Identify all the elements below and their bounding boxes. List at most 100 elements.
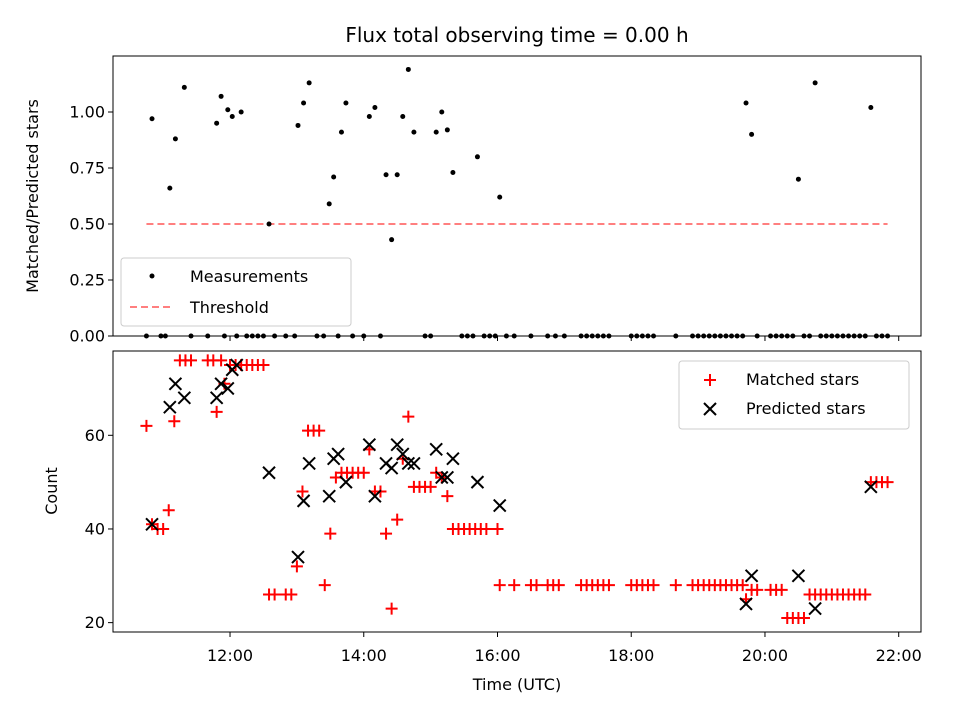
legend-predicted-label: Predicted stars: [746, 399, 866, 418]
measurement-point: [474, 154, 480, 160]
top-y-tick-label: 0.50: [69, 215, 105, 234]
predicted-star-point: [362, 437, 377, 452]
measurement-point: [389, 237, 395, 243]
matched-star-point: [881, 476, 894, 489]
measurement-point: [795, 176, 801, 182]
predicted-star-point: [168, 377, 183, 391]
bottom-y-ticks: 20 40 60: [85, 426, 113, 632]
predicted-star-point: [177, 391, 192, 405]
matched-star-point: [215, 354, 228, 367]
measurement-point: [868, 105, 874, 111]
measurement-point: [238, 109, 244, 115]
matched-star-point: [324, 527, 337, 540]
measurement-point: [301, 100, 307, 106]
predicted-star-point: [163, 400, 177, 414]
bottom-x-axis-label: Time (UTC): [472, 675, 561, 694]
measurement-point: [497, 194, 503, 200]
predicted-star-point: [390, 437, 404, 452]
predicted-star-point: [446, 452, 460, 466]
measurement-point: [450, 169, 456, 175]
measurement-point: [338, 129, 344, 135]
legend-threshold-label: Threshold: [189, 298, 269, 317]
matched-star-point: [157, 522, 170, 535]
matched-star-point: [285, 588, 298, 601]
top-plot-area: [143, 66, 891, 339]
matched-star-point: [424, 480, 437, 493]
predicted-star-point: [470, 475, 485, 489]
matched-star-point: [385, 602, 398, 615]
matched-star-point: [185, 354, 198, 367]
matched-star-point: [859, 588, 872, 601]
bottom-x-ticks: 12:00 14:00 16:00 18:00 20:00 22:00: [207, 632, 922, 665]
matched-star-point: [318, 579, 331, 592]
predicted-star-point: [396, 447, 410, 461]
predicted-star-point: [429, 442, 443, 457]
matched-star-point: [313, 424, 326, 437]
measurement-point: [383, 172, 389, 178]
top-axes-frame: [112, 55, 922, 337]
matched-star-point: [290, 560, 303, 573]
matched-star-point: [210, 405, 223, 418]
measurement-point: [181, 84, 187, 90]
measurement-point: [439, 109, 445, 115]
matched-star-point: [751, 583, 764, 596]
measurement-point: [400, 113, 406, 119]
top-y-axis-label: Matched/Predicted stars: [23, 99, 42, 293]
legend-matched-label: Matched stars: [746, 370, 859, 389]
matched-star-point: [493, 579, 506, 592]
bottom-legend-box: [678, 360, 910, 430]
matched-star-point: [391, 513, 404, 526]
matched-star-point: [669, 579, 682, 592]
matched-star-point: [162, 504, 175, 517]
predicted-star-point: [322, 489, 336, 503]
predicted-star-point: [864, 480, 878, 494]
measurement-point: [225, 107, 231, 113]
bottom-x-tick-label: 22:00: [876, 646, 922, 665]
legend-predicted-marker: [703, 402, 717, 416]
measurement-point: [149, 116, 155, 122]
matched-star-point: [380, 527, 393, 540]
predicted-star-point: [401, 456, 416, 471]
measurement-point: [218, 93, 224, 99]
predicted-star-point: [407, 456, 421, 471]
matched-star-point: [797, 611, 810, 624]
measurement-point: [405, 66, 411, 72]
predicted-star-point: [791, 569, 806, 583]
top-y-tick-label: 0.00: [69, 327, 105, 346]
measurement-point: [343, 100, 349, 106]
flux-ratio-panel: Flux total observing time = 0.00 h Match…: [23, 23, 922, 346]
measurement-point: [326, 201, 332, 207]
bottom-y-tick-label: 20: [85, 613, 105, 632]
predicted-star-point: [145, 517, 159, 531]
legend-matched-marker: [704, 374, 716, 386]
bottom-x-tick-label: 12:00: [207, 646, 253, 665]
measurement-point: [167, 185, 173, 191]
bottom-axes-frame: [112, 350, 922, 633]
predicted-star-point: [209, 391, 224, 405]
predicted-star-point: [808, 601, 822, 616]
top-y-tick-label: 1.00: [69, 103, 105, 122]
matched-star-point: [268, 588, 281, 601]
top-legend-box: [120, 257, 352, 327]
predicted-star-point: [302, 456, 316, 471]
matched-star-point: [647, 579, 660, 592]
predicted-star-point: [262, 466, 276, 480]
matched-star-point: [296, 485, 309, 498]
measurement-point: [394, 172, 400, 178]
predicted-star-point: [435, 470, 449, 485]
predicted-star-point: [493, 498, 507, 513]
measurement-point: [229, 113, 235, 119]
bottom-x-tick-label: 16:00: [474, 646, 520, 665]
predicted-star-point: [291, 550, 305, 564]
predicted-star-point: [331, 447, 345, 461]
predicted-star-point: [221, 381, 235, 396]
predicted-star-point: [296, 494, 311, 508]
bottom-legend: Matched stars Predicted stars: [678, 360, 910, 430]
matched-star-point: [602, 579, 615, 592]
bottom-y-tick-label: 40: [85, 519, 105, 538]
predicted-star-point: [739, 597, 753, 611]
matched-star-point: [257, 359, 270, 372]
bottom-y-axis-label: Count: [42, 467, 61, 515]
